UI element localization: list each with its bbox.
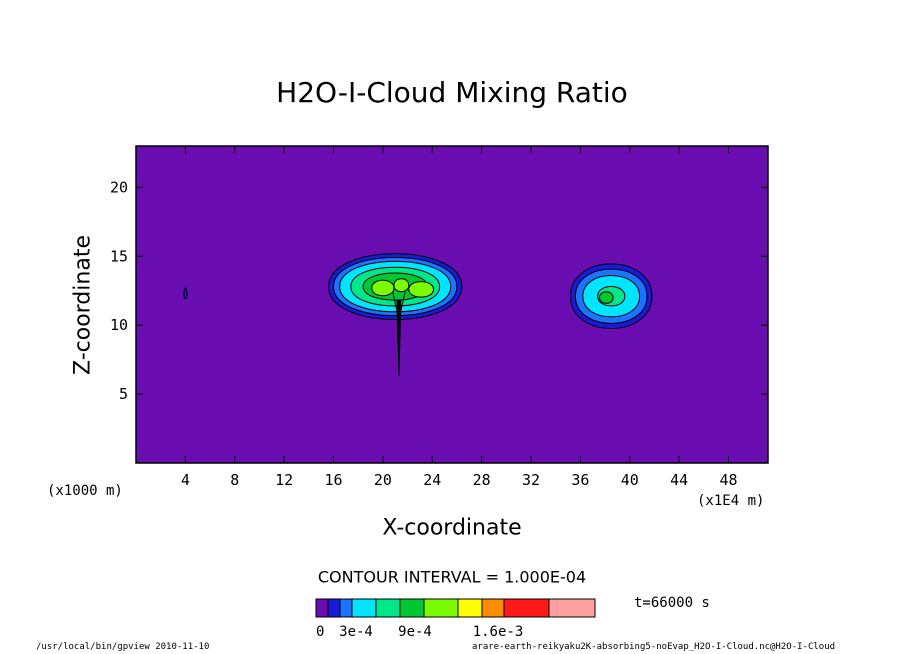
main-cloud-core-center	[393, 278, 410, 293]
footer-right: arare-earth-reikyaku2K-absorbing5-noEvap…	[472, 642, 836, 652]
y-tick-label-20: 20	[110, 178, 128, 196]
x-tick-label-16: 16	[324, 471, 342, 489]
x-axis-label: X-coordinate	[382, 515, 522, 541]
colorbar-swatch-2	[339, 598, 353, 618]
colorbar-swatch-3	[351, 598, 377, 618]
y-tick-label-5: 5	[119, 385, 128, 403]
colorbar-tick-label-2: 9e-4	[398, 624, 432, 640]
y-axis-label: Z-coordinate	[70, 235, 96, 375]
chart-title: H2O-I-Cloud Mixing Ratio	[276, 76, 628, 109]
y-tick-label-15: 15	[110, 247, 128, 265]
colorbar-tick-label-0: 0	[316, 624, 324, 640]
stem-filament-left	[392, 291, 399, 315]
x-tick-label-32: 32	[522, 471, 540, 489]
x-tick-label-28: 28	[473, 471, 491, 489]
x-tick-label-12: 12	[275, 471, 293, 489]
colorbar-swatch-9	[503, 598, 550, 618]
colorbar-tick-label-1: 3e-4	[339, 624, 373, 640]
cloud-stem	[396, 299, 402, 377]
colorbar-swatch-1	[327, 598, 341, 618]
x-tick-label-4: 4	[181, 471, 190, 489]
colorbar-swatch-10	[548, 598, 596, 618]
x-tick-label-20: 20	[374, 471, 392, 489]
main-cloud-core-left	[371, 279, 395, 297]
main-cloud-core-right	[408, 281, 434, 298]
x-unit-left: (x1000 m)	[47, 483, 123, 499]
colorbar-swatch-4	[375, 598, 401, 618]
x-tick-label-40: 40	[621, 471, 639, 489]
time-label: t=66000 s	[634, 595, 710, 611]
small-blob	[183, 287, 188, 300]
contour-interval-label: CONTOUR INTERVAL = 1.000E-04	[317, 567, 587, 587]
colorbar-tick-label-3: 1.6e-3	[473, 624, 524, 640]
plot-frame	[135, 145, 769, 464]
footer-left: /usr/local/bin/gpview 2010-11-10	[36, 642, 210, 652]
colorbar-swatch-0	[315, 598, 329, 618]
x-unit-right: (x1E4 m)	[697, 493, 765, 509]
colorbar-swatch-7	[457, 598, 483, 618]
x-tick-label-48: 48	[719, 471, 737, 489]
colorbar-swatch-5	[399, 598, 425, 618]
x-tick-label-36: 36	[571, 471, 589, 489]
x-tick-label-44: 44	[670, 471, 688, 489]
right-cloud-core	[599, 291, 614, 304]
stem-filament-right	[399, 291, 406, 315]
y-tick-label-10: 10	[110, 316, 128, 334]
x-tick-label-24: 24	[423, 471, 441, 489]
x-tick-label-8: 8	[230, 471, 239, 489]
colorbar-swatch-8	[481, 598, 505, 618]
colorbar-swatch-6	[423, 598, 459, 618]
